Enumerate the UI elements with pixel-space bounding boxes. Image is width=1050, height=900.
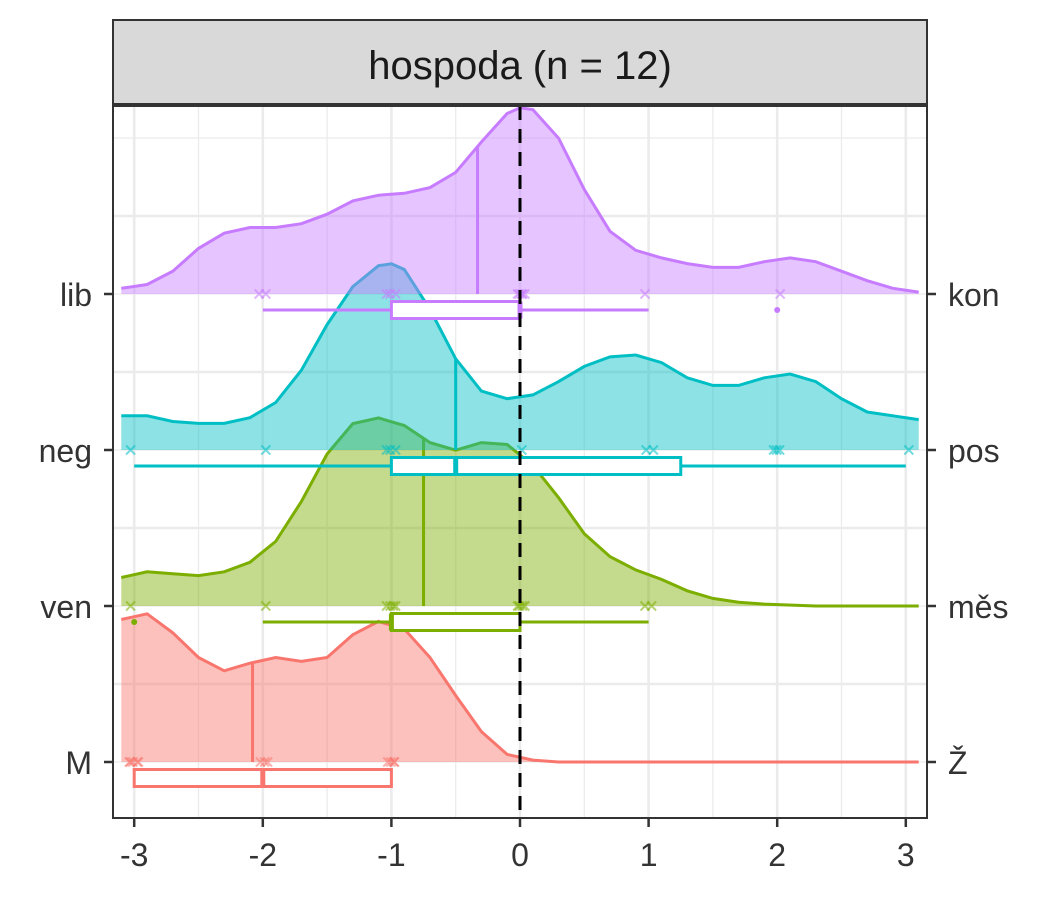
data-point — [390, 444, 401, 456]
data-point — [514, 600, 525, 612]
data-point — [125, 444, 136, 456]
y-label-right: kon — [948, 277, 1000, 313]
box-iqr — [389, 300, 522, 320]
outlier-point — [131, 619, 138, 625]
y-label-left: lib — [60, 277, 92, 313]
series-ven — [120, 416, 919, 632]
density-curve — [120, 416, 919, 608]
data-point — [260, 600, 272, 612]
data-point — [262, 756, 273, 768]
x-tick-label: 0 — [511, 837, 529, 873]
data-point — [381, 444, 392, 456]
data-point — [639, 288, 651, 300]
y-label-left: M — [65, 745, 92, 781]
data-point — [381, 288, 392, 300]
density-curve — [121, 262, 919, 425]
data-point — [646, 600, 657, 612]
box-iqr — [389, 456, 683, 476]
x-tick-label: -2 — [249, 837, 277, 873]
data-point — [390, 288, 401, 300]
x-tick-label: -3 — [120, 837, 148, 873]
density-area — [121, 613, 919, 762]
data-point — [124, 756, 135, 768]
data-point — [903, 444, 915, 456]
y-label-right: Ž — [948, 745, 968, 781]
outlier-point — [774, 307, 781, 313]
data-point — [133, 756, 144, 768]
chart-title: hospoda (n = 12) — [368, 44, 672, 88]
density-area — [121, 417, 919, 606]
series-neg — [121, 262, 919, 476]
y-label-right: pos — [948, 433, 1000, 469]
x-tick-label: 2 — [768, 837, 786, 873]
data-point — [768, 444, 779, 456]
data-point — [389, 756, 400, 768]
data-point — [125, 600, 136, 612]
density-area — [121, 263, 919, 450]
y-label-right: měs — [948, 589, 1008, 625]
strip-background — [112, 19, 928, 105]
data-point — [387, 600, 399, 612]
x-tick-label: -1 — [377, 837, 405, 873]
box-iqr — [389, 612, 522, 632]
data-point — [774, 288, 786, 300]
x-tick-label: 3 — [897, 837, 915, 873]
data-point — [260, 288, 272, 300]
data-point — [260, 444, 272, 456]
y-label-left: ven — [40, 589, 92, 625]
y-label-left: neg — [39, 433, 92, 469]
data-point — [648, 444, 659, 456]
data-point — [390, 600, 401, 612]
data-point — [385, 756, 397, 768]
data-point — [771, 444, 782, 456]
x-tick-label: 1 — [640, 837, 658, 873]
data-point — [259, 756, 270, 768]
